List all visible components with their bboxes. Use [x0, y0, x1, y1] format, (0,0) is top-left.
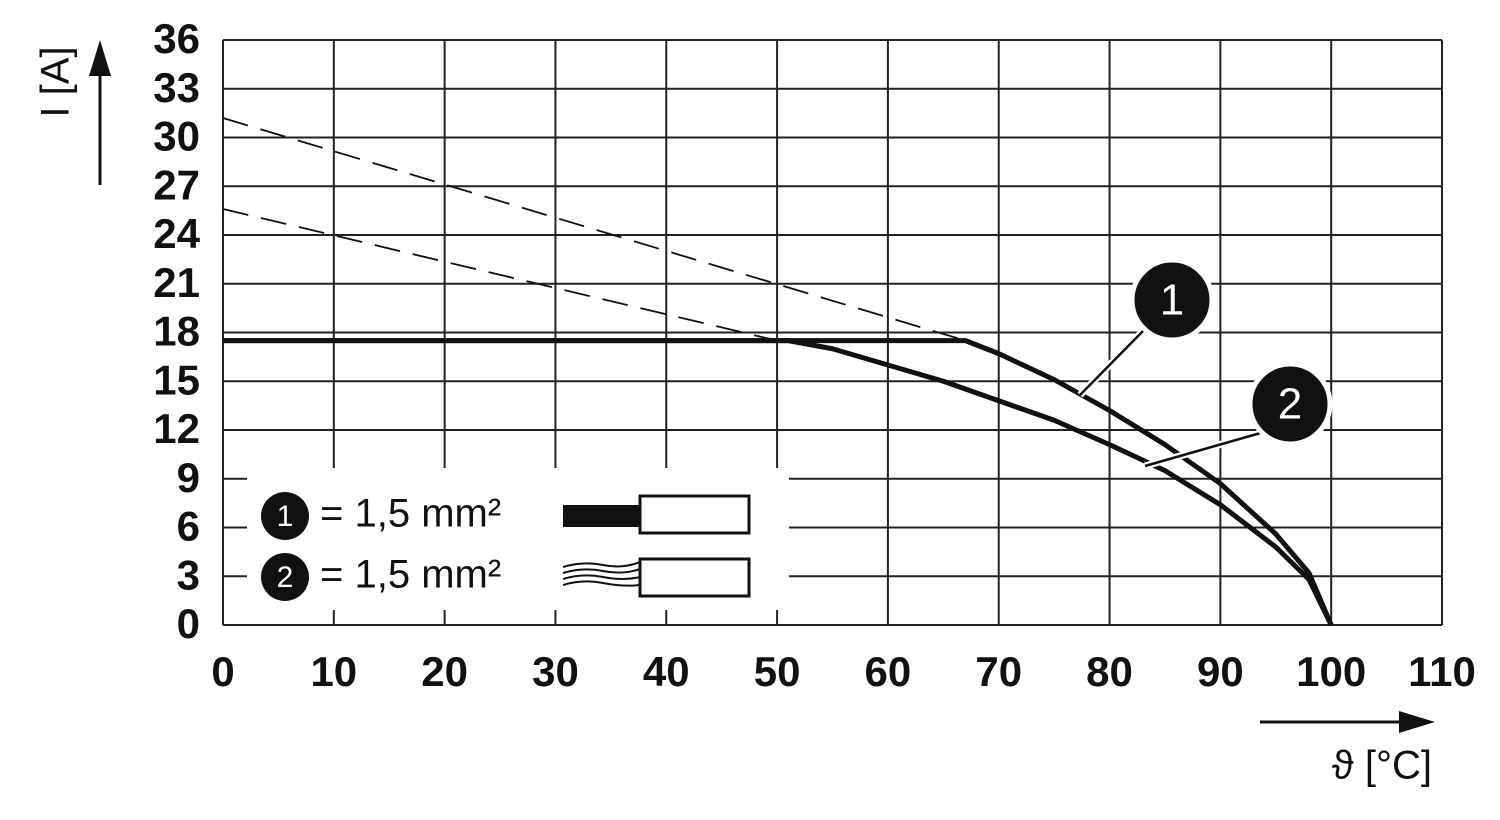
callout-leader — [1079, 327, 1147, 396]
dashed-line — [222, 208, 778, 342]
legend-label: = 1,5 mm² — [320, 492, 501, 536]
y-tick-label: 27 — [153, 161, 200, 208]
stranded-wire-icon — [562, 561, 641, 587]
x-tick-label: 20 — [421, 648, 468, 695]
y-tick-label: 0 — [177, 600, 200, 647]
callout-label: 1 — [1160, 276, 1184, 325]
x-tick-label: 0 — [211, 648, 234, 695]
legend-marker — [261, 492, 309, 540]
y-arrow-head — [89, 40, 111, 76]
x-tick-label: 40 — [643, 648, 690, 695]
x-tick-label: 50 — [754, 648, 801, 695]
y-tick-label: 24 — [153, 210, 200, 257]
x-tick-label: 30 — [532, 648, 579, 695]
y-tick-label: 30 — [153, 113, 200, 160]
y-tick-label: 9 — [177, 454, 200, 501]
legend-label: = 1,5 mm² — [320, 553, 501, 597]
y-axis-label: I [A] — [34, 46, 78, 117]
x-arrow-head — [1399, 711, 1435, 733]
lines — [222, 117, 1334, 627]
x-tick-label: 60 — [865, 648, 912, 695]
y-tick-label: 36 — [153, 15, 200, 62]
x-tick-label: 80 — [1086, 648, 1133, 695]
y-tick-label: 18 — [153, 308, 200, 355]
y-tick-label: 15 — [153, 356, 200, 403]
y-tick-label: 6 — [177, 503, 200, 550]
insulation-icon — [638, 557, 751, 598]
x-tick-label: 70 — [975, 648, 1022, 695]
legend-marker — [261, 553, 309, 601]
legend-marker-label: 1 — [277, 500, 294, 533]
callout-label: 2 — [1278, 380, 1302, 429]
callout-circle — [1247, 361, 1333, 447]
y-tick-label: 3 — [177, 551, 200, 598]
callout-leader — [1144, 430, 1265, 468]
legend-marker-label: 2 — [277, 561, 294, 594]
x-tick-label: 90 — [1197, 648, 1244, 695]
grid — [222, 39, 1443, 626]
y-tick-label: 12 — [153, 405, 200, 452]
insulation-icon — [638, 494, 751, 535]
legend: 1 = 1,5 mm² 2 = 1,5 mm² — [247, 468, 789, 610]
callout-circle — [1129, 257, 1215, 343]
series-line — [223, 338, 1334, 626]
x-axis-label: ϑ [°C] — [1332, 744, 1432, 788]
dashed-line — [222, 117, 966, 342]
x-tick-label: 100 — [1296, 648, 1366, 695]
y-tick-label: 33 — [153, 64, 200, 111]
x-tick-label: 110 — [1408, 648, 1476, 695]
y-tick-label: 21 — [153, 259, 200, 306]
solid-wire-icon — [563, 505, 641, 527]
series-line — [223, 338, 1334, 627]
x-tick-label: 10 — [310, 648, 357, 695]
